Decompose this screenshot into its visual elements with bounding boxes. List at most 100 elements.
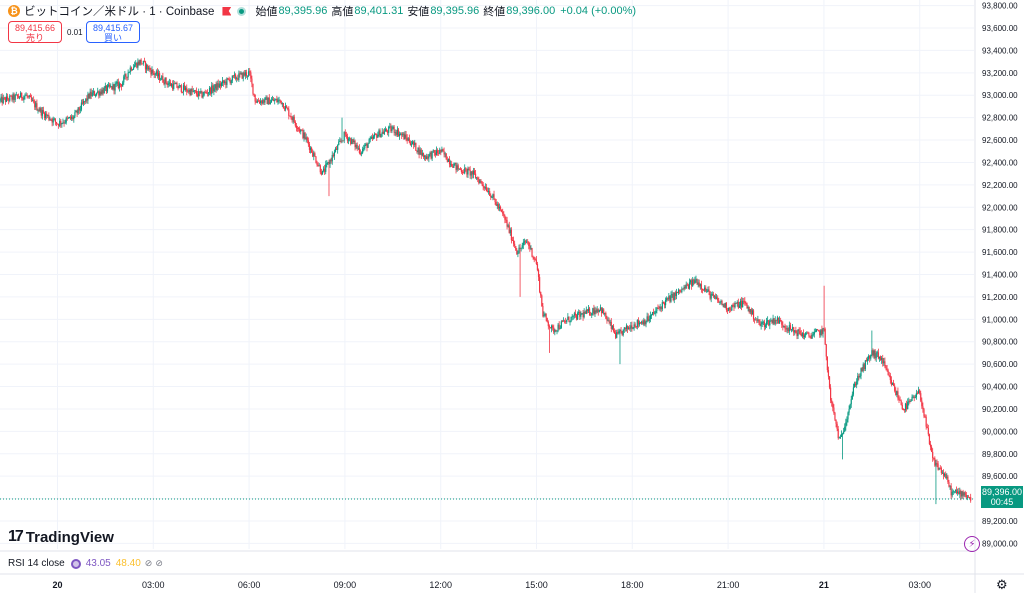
candlestick-series: [0, 57, 972, 505]
candle-body: [793, 327, 795, 333]
price-tick-label: 89,800.00: [982, 450, 1018, 459]
candle-body: [693, 279, 695, 284]
candle-body: [594, 310, 596, 314]
candle-body: [555, 329, 557, 331]
candle-body: [112, 84, 114, 90]
candle-body: [297, 128, 300, 129]
candle-body: [717, 297, 719, 301]
candle-body: [187, 91, 189, 93]
candle-body: [58, 124, 60, 126]
candle-body: [758, 319, 760, 323]
candle-body: [580, 313, 582, 317]
candle-body: [389, 126, 391, 128]
buy-price: 89,415.67: [92, 23, 134, 33]
candle-body: [136, 62, 138, 68]
candle-body: [16, 94, 18, 97]
candle-body: [560, 321, 562, 328]
candle-body: [907, 401, 909, 410]
flag-icon[interactable]: [222, 6, 232, 16]
candle-body: [930, 446, 933, 452]
candle-body: [954, 489, 957, 492]
settings-icon[interactable]: ⚙: [996, 577, 1008, 592]
candle-body: [359, 153, 362, 154]
candle-body: [676, 291, 679, 294]
candle-body: [573, 313, 575, 316]
hide-icon[interactable]: ⊘: [144, 558, 153, 568]
candle-body: [126, 76, 128, 78]
last-price-value: 89,396.00: [981, 487, 1023, 497]
rsi-legend[interactable]: RSI 14 close 43.05 48.40 ⊘ ⊘: [8, 558, 166, 569]
candle-body: [251, 78, 253, 84]
candle-body: [599, 307, 602, 310]
candle-body: [832, 402, 834, 408]
candle-body: [730, 309, 732, 311]
bolt-icon[interactable]: ⚡: [964, 536, 980, 552]
candle-body: [635, 326, 637, 328]
candle-body: [36, 103, 38, 111]
visibility-icon[interactable]: ⊘: [155, 558, 163, 568]
symbol-title[interactable]: ビットコイン／米ドル · 1 · Coinbase: [24, 6, 215, 18]
candle-body: [329, 159, 331, 165]
open-value: 89,395.96: [278, 5, 328, 17]
candle-body: [76, 111, 78, 114]
candle-body: [406, 137, 408, 141]
candle-body: [290, 116, 292, 118]
candle-body: [922, 406, 924, 410]
candle-body: [688, 282, 691, 289]
price-axis[interactable]: 89,000.0089,200.0089,400.0089,600.0089,8…: [982, 2, 1018, 549]
candle-body: [35, 103, 37, 108]
candle-body: [498, 206, 501, 209]
candle-body: [68, 116, 71, 118]
buy-button[interactable]: 89,415.67 買い: [86, 21, 140, 43]
tradingview-logo[interactable]: 17 TradingView: [8, 528, 114, 546]
candle-body: [105, 85, 108, 92]
candle-body: [833, 407, 835, 413]
candle-body: [666, 298, 668, 300]
market-status-icon[interactable]: [237, 6, 247, 16]
candle-body: [347, 138, 350, 141]
candle-body: [673, 292, 675, 301]
time-axis[interactable]: 20 03:00 06:00 09:00 12:00 15:00 18:00 21:00 21 0…: [52, 580, 931, 590]
price-tick-label: 89,600.00: [982, 472, 1018, 481]
candle-body: [332, 154, 334, 157]
candle-body: [2, 97, 4, 103]
candle-body: [840, 434, 843, 437]
candle-body: [39, 108, 41, 111]
candle-body: [314, 153, 316, 157]
candle-body: [742, 300, 744, 308]
candle-body: [318, 165, 320, 167]
price-tick-label: 91,600.00: [982, 248, 1018, 257]
candle-body: [763, 321, 765, 327]
candle-body: [512, 240, 515, 244]
sell-button[interactable]: 89,415.66 売り: [8, 21, 62, 43]
candle-body: [875, 353, 877, 359]
candle-body: [849, 404, 851, 410]
candle-body: [606, 318, 608, 321]
candle-body: [375, 134, 377, 135]
candle-body: [442, 149, 444, 152]
candle-body: [786, 328, 788, 330]
candle-body: [574, 313, 577, 316]
candle-body: [949, 485, 951, 487]
candle-body: [259, 100, 262, 104]
candle-body: [217, 83, 219, 88]
candle-body: [595, 310, 597, 313]
candle-body: [872, 350, 874, 356]
candle-body: [190, 88, 192, 96]
candle-body: [456, 165, 458, 170]
rsi-indicator-icon[interactable]: [70, 558, 81, 569]
candle-body: [885, 366, 887, 369]
candle-body: [164, 77, 166, 85]
candle-body: [657, 307, 659, 309]
candle-body: [852, 387, 855, 395]
candle-body: [765, 321, 768, 326]
candle-body: [476, 177, 478, 179]
candle-body: [469, 169, 471, 176]
candle-body: [8, 99, 10, 101]
candle-body: [482, 184, 484, 187]
candle-body: [60, 120, 62, 125]
candle-body: [798, 329, 800, 332]
candle-body: [282, 103, 284, 109]
candle-body: [453, 163, 455, 168]
